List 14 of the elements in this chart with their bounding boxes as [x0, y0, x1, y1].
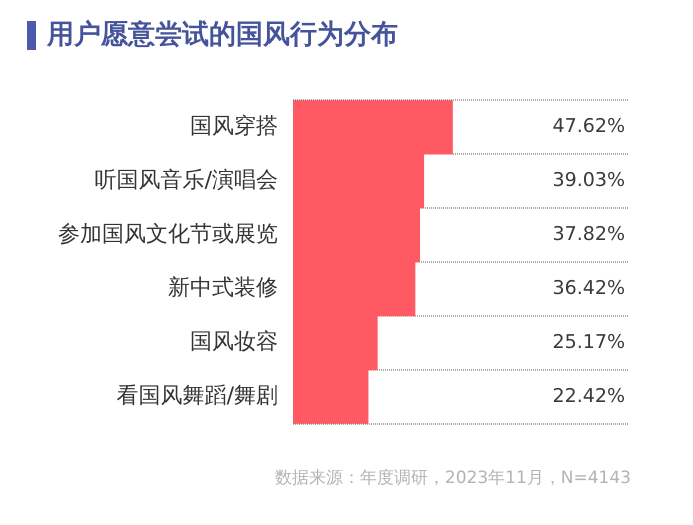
data-label: 37.82% [552, 222, 625, 245]
data-label: 36.42% [552, 276, 625, 299]
y-tick-label: 看国风舞蹈/舞剧 [116, 384, 278, 409]
data-label: 25.17% [552, 330, 625, 353]
data-label: 47.62% [552, 115, 625, 138]
y-tick-label: 新中式装修 [168, 276, 278, 301]
y-tick-label: 参加国风文化节或展览 [58, 222, 278, 247]
y-tick-label: 国风穿搭 [190, 114, 278, 139]
data-label: 39.03% [552, 169, 625, 192]
data-label: 22.42% [552, 384, 625, 407]
chart-title: 用户愿意尝试的国风行为分布 [47, 18, 398, 52]
y-tick-label: 听国风音乐/演唱会 [94, 168, 278, 193]
source-note: 数据来源：年度调研，2023年11月，N=4143 [274, 467, 631, 490]
y-tick-label: 国风妆容 [190, 330, 278, 355]
